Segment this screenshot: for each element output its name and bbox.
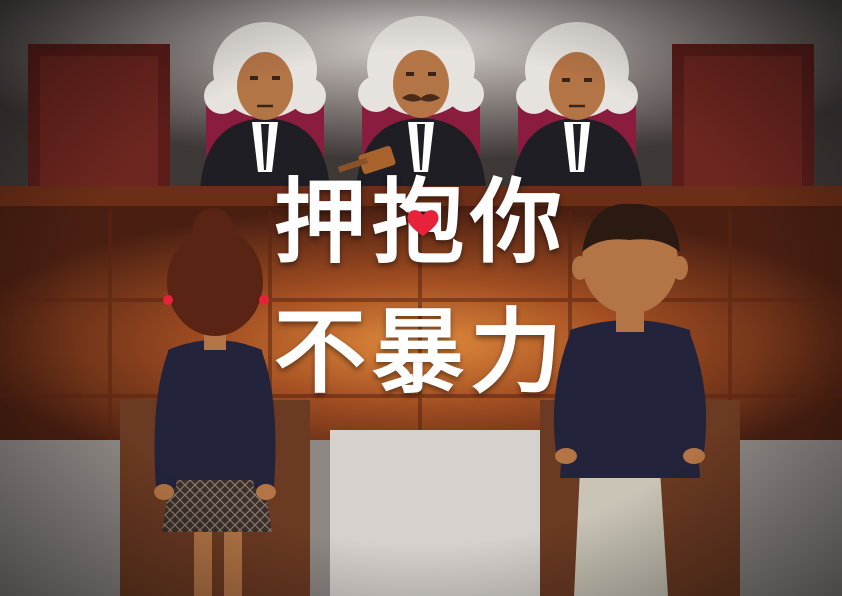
headline-line-2: 不暴力 [273, 299, 568, 406]
heart-icon [407, 210, 439, 236]
